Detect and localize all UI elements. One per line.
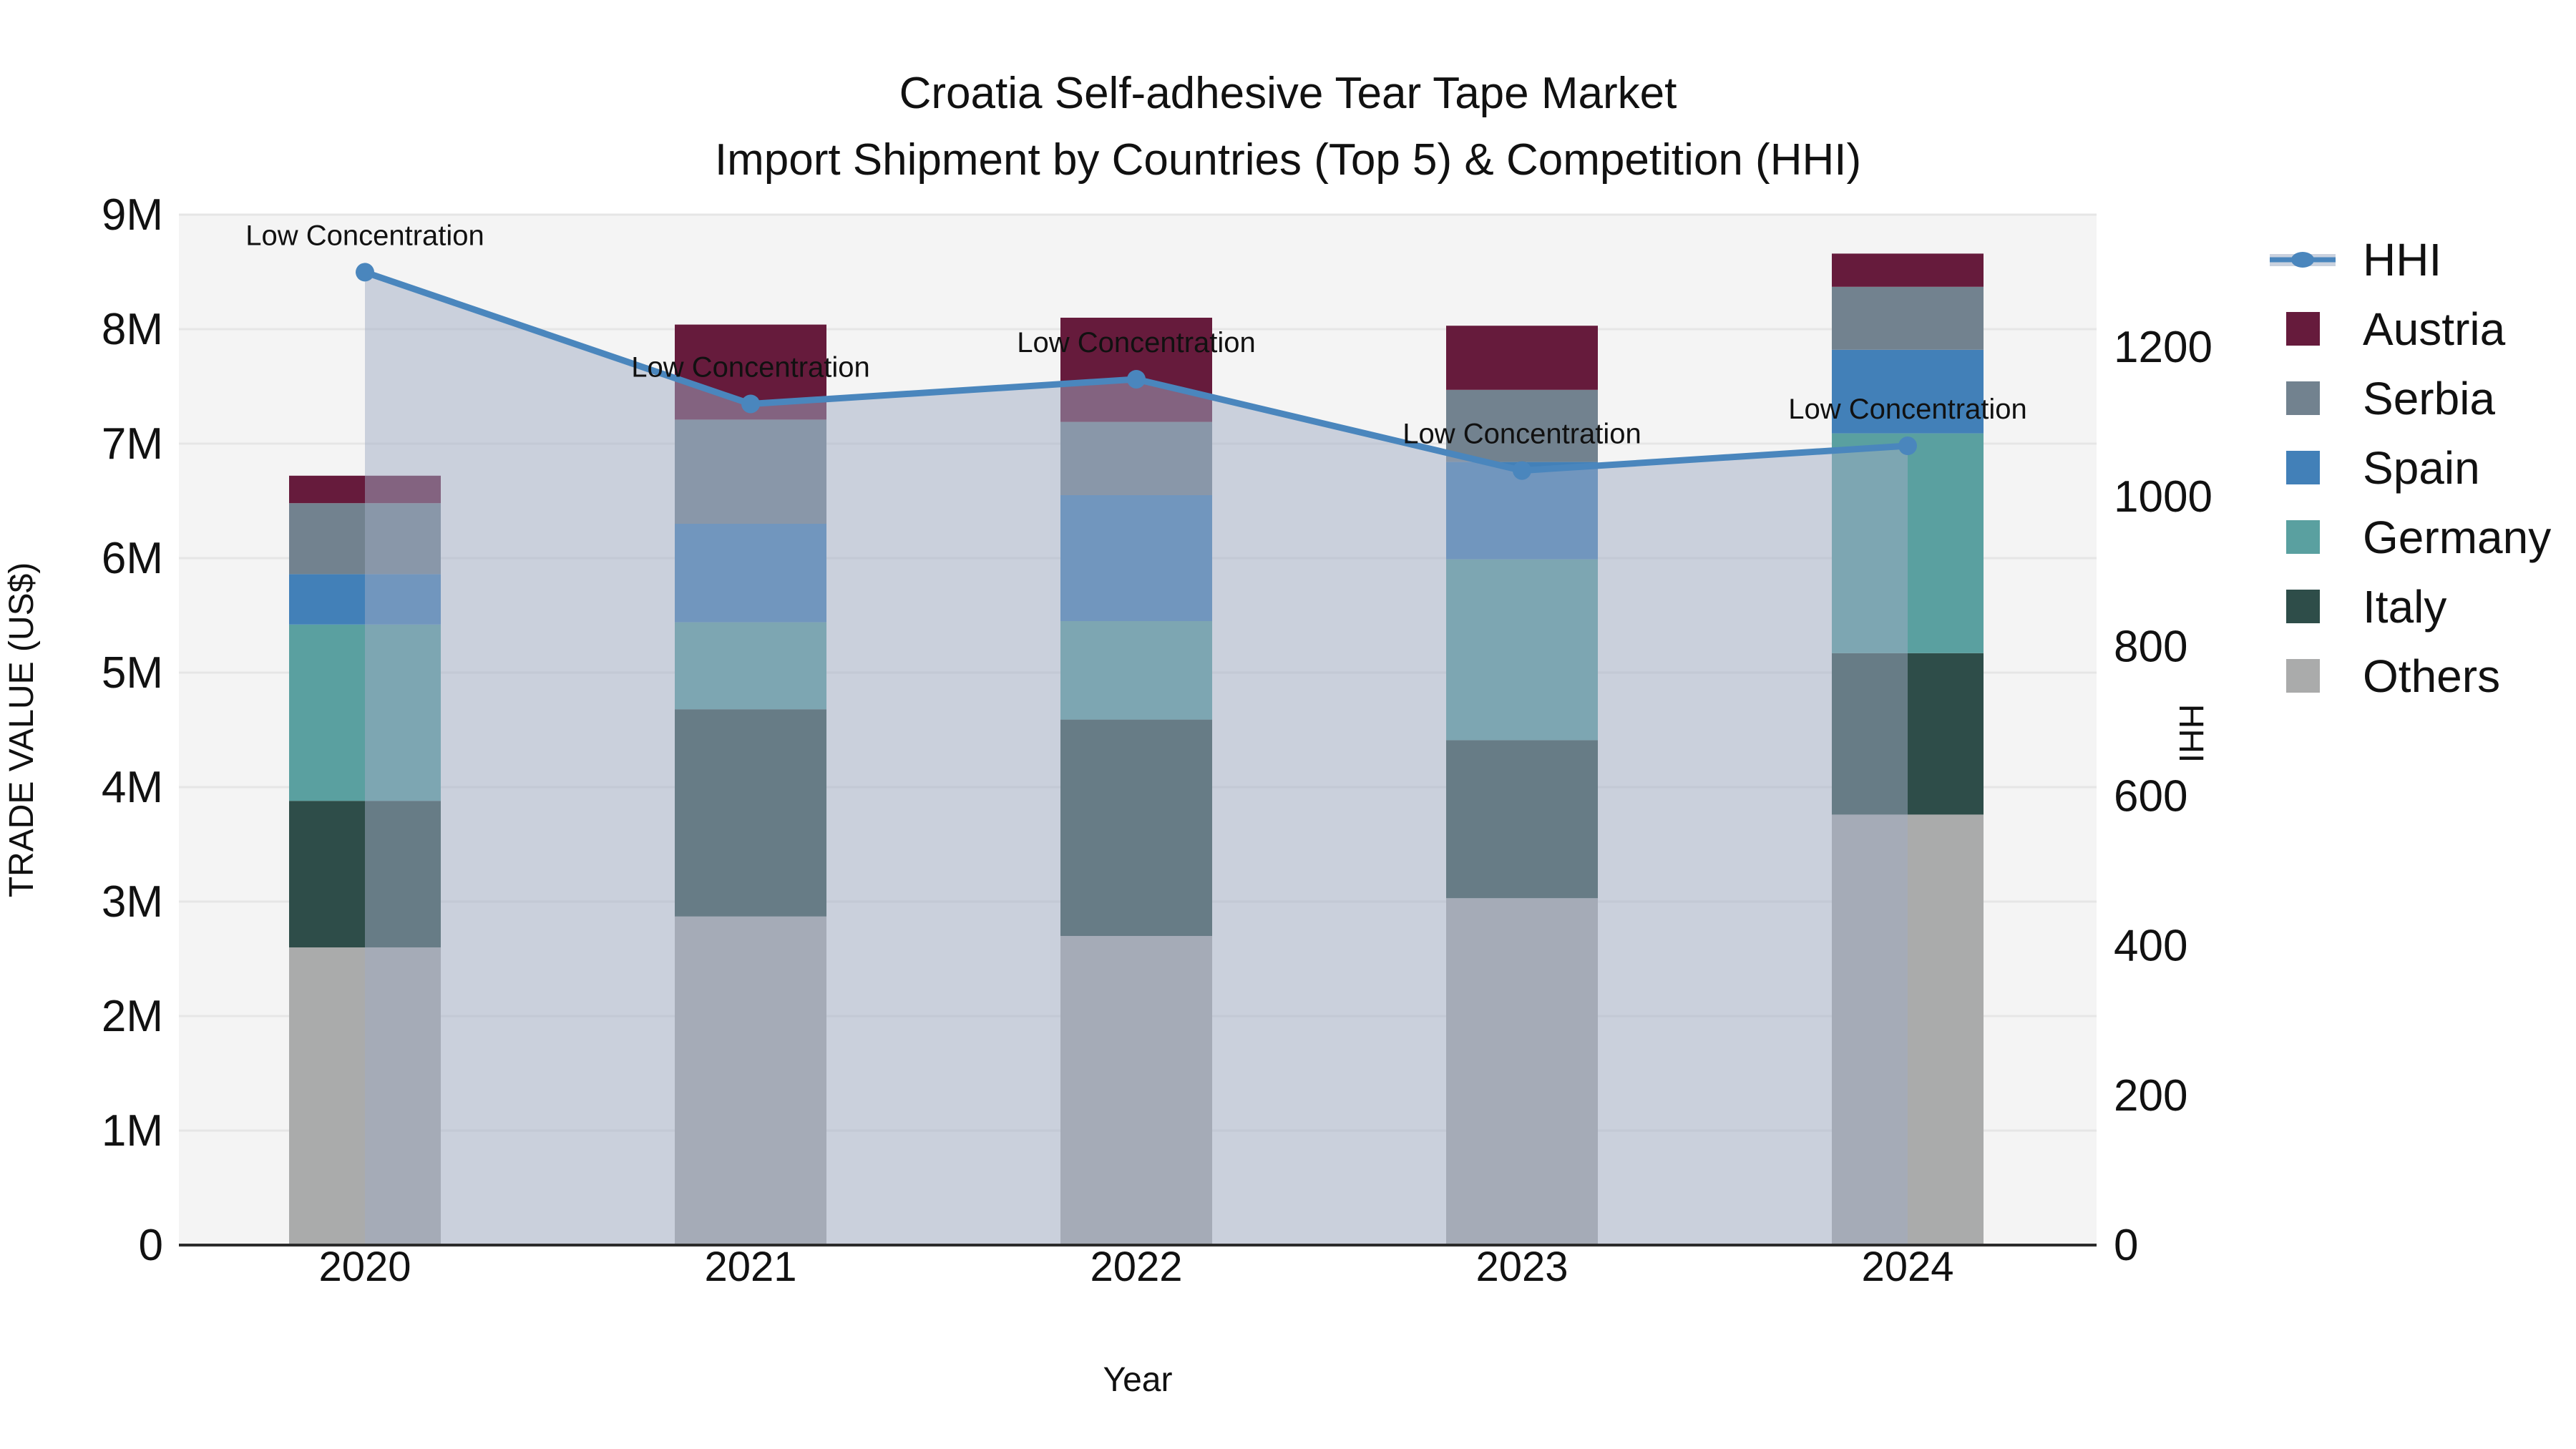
annotation-2020: Low Concentration	[245, 220, 484, 251]
legend-item-germany[interactable]: Germany	[2270, 502, 2551, 572]
y-right-tick-600: 600	[2114, 772, 2187, 821]
annotation-2024: Low Concentration	[1788, 394, 2027, 425]
hhi-marker-2022	[1127, 369, 1146, 389]
x-tick-2021: 2021	[704, 1244, 796, 1290]
bar-segment-serbia-2024	[1832, 286, 1984, 350]
hhi-marker-2021	[741, 394, 760, 414]
hhi-marker-2020	[356, 263, 374, 282]
bar-segment-austria-2024	[1832, 253, 1984, 287]
germany-swatch	[2285, 520, 2320, 554]
legend-label-others: Others	[2363, 650, 2501, 702]
y-left-tick-5M: 5M	[102, 648, 163, 698]
y-right-tick-0: 0	[2114, 1221, 2138, 1270]
x-axis-title: Year	[1103, 1361, 1173, 1399]
y-left-tick-9M: 9M	[102, 190, 163, 240]
hhi-marker-swatch	[2291, 251, 2314, 268]
others-swatch	[2285, 659, 2320, 693]
hhi-marker-2024	[1898, 436, 1917, 456]
x-tick-2022: 2022	[1090, 1244, 1182, 1290]
y-left-tick-3M: 3M	[102, 877, 163, 927]
legend: HHI Austria Serbia Spain Germany Italy O…	[2270, 225, 2551, 711]
bar-segment-serbia-2023	[1446, 389, 1598, 462]
legend-label-hhi: HHI	[2363, 233, 2442, 286]
y-right-tick-800: 800	[2114, 622, 2187, 671]
hhi-marker-2023	[1513, 461, 1531, 480]
legend-label-italy: Italy	[2363, 580, 2447, 633]
legend-label-spain: Spain	[2363, 441, 2480, 494]
bar-segment-spain-2024	[1832, 349, 1984, 434]
y-right-tick-1000: 1000	[2114, 472, 2212, 522]
serbia-swatch	[2285, 381, 2320, 415]
italy-swatch	[2285, 590, 2320, 623]
legend-item-serbia[interactable]: Serbia	[2270, 364, 2551, 433]
y-left-axis-title: TRADE VALUE (US$)	[3, 562, 41, 898]
y-left-tick-7M: 7M	[102, 419, 163, 469]
y-right-tick-400: 400	[2114, 922, 2187, 971]
legend-label-austria: Austria	[2363, 303, 2506, 355]
legend-label-serbia: Serbia	[2363, 372, 2495, 424]
chart-title: Croatia Self-adhesive Tear Tape Market I…	[0, 60, 2576, 193]
austria-swatch	[2285, 312, 2320, 346]
bar-segment-austria-2023	[1446, 326, 1598, 390]
hhi-area-fill	[365, 272, 1908, 1245]
hhi-line-icon	[2270, 236, 2336, 283]
x-tick-2024: 2024	[1861, 1244, 1953, 1290]
spain-swatch	[2285, 451, 2320, 484]
legend-item-italy[interactable]: Italy	[2270, 572, 2551, 641]
y-right-axis-title: HHI	[2172, 704, 2210, 763]
y-left-tick-1M: 1M	[102, 1106, 163, 1156]
legend-item-hhi[interactable]: HHI	[2270, 225, 2551, 294]
y-left-tick-4M: 4M	[102, 763, 163, 812]
y-right-tick-200: 200	[2114, 1071, 2187, 1121]
chart-title-line2: Import Shipment by Countries (Top 5) & C…	[714, 135, 1862, 185]
annotation-2021: Low Concentration	[631, 351, 870, 383]
x-tick-2020: 2020	[318, 1244, 411, 1290]
legend-label-germany: Germany	[2363, 511, 2552, 563]
legend-item-austria[interactable]: Austria	[2270, 294, 2551, 364]
legend-item-others[interactable]: Others	[2270, 641, 2551, 711]
annotation-2022: Low Concentration	[1017, 327, 1256, 358]
y-left-tick-6M: 6M	[102, 534, 163, 583]
chart-title-line1: Croatia Self-adhesive Tear Tape Market	[899, 69, 1677, 118]
legend-item-spain[interactable]: Spain	[2270, 433, 2551, 502]
y-left-tick-0: 0	[139, 1221, 163, 1270]
x-tick-2023: 2023	[1475, 1244, 1568, 1290]
y-left-tick-8M: 8M	[102, 305, 163, 354]
y-left-tick-2M: 2M	[102, 992, 163, 1041]
annotation-2023: Low Concentration	[1402, 419, 1641, 450]
y-right-tick-1200: 1200	[2114, 323, 2212, 372]
